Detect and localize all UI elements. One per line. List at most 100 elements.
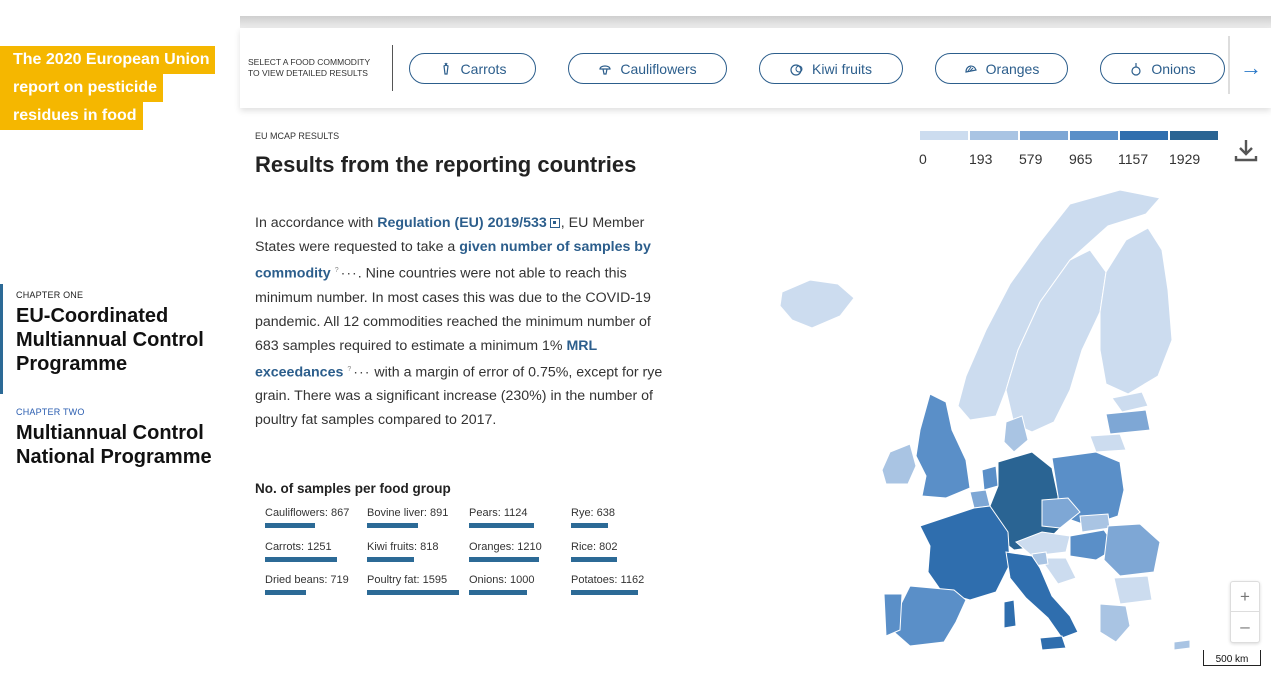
commodity-button-carrots[interactable]: Carrots xyxy=(409,53,536,84)
sample-item: Carrots: 1251 xyxy=(265,541,337,562)
results-paragraph: In accordance with Regulation (EU) 2019/… xyxy=(255,211,665,432)
download-icon[interactable] xyxy=(1233,137,1259,163)
sample-bar xyxy=(367,557,414,562)
legend-label: 0 xyxy=(919,151,927,167)
sample-label: Dried beans: 719 xyxy=(265,574,349,586)
sample-bar xyxy=(265,523,315,528)
chapter-two-kicker: CHAPTER TWO xyxy=(16,407,85,417)
sample-bar xyxy=(265,557,337,562)
legend-swatch xyxy=(970,131,1018,140)
paragraph-text: In accordance with xyxy=(255,215,378,231)
sample-label: Poultry fat: 1595 xyxy=(367,574,448,586)
report-title-line-1: The 2020 European Union xyxy=(0,46,216,74)
map-region-netherlands xyxy=(981,465,999,491)
chapter-one-kicker: CHAPTER ONE xyxy=(16,290,84,300)
sample-item: Dried beans: 719 xyxy=(265,574,349,595)
map-region-spain xyxy=(893,585,967,647)
legend-label: 965 xyxy=(1069,151,1093,167)
sample-item: Bovine liver: 891 xyxy=(367,507,449,528)
map-region-lithuania xyxy=(1089,433,1127,453)
commodity-button-cauliflowers[interactable]: Cauliflowers xyxy=(568,53,727,84)
map-zoom-control: + – xyxy=(1230,581,1260,643)
legend-label: 1929 xyxy=(1169,151,1201,167)
legend-swatch xyxy=(1120,131,1168,140)
chapter-two-title-line: National Programme xyxy=(16,446,212,468)
map-region-croatia xyxy=(1039,557,1077,585)
samples-title: No. of samples per food group xyxy=(255,481,451,496)
commodity-selector-bar: SELECT A FOOD COMMODITY TO VIEW DETAILED… xyxy=(240,28,1271,108)
legend-swatch xyxy=(1020,131,1068,140)
regulation-link[interactable]: Regulation (EU) 2019/533 xyxy=(377,215,547,231)
chapter-one-nav[interactable]: CHAPTER ONE EU-Coordinated Multiannual C… xyxy=(0,284,230,394)
external-link-icon[interactable] xyxy=(549,218,560,228)
sample-item: Onions: 1000 xyxy=(469,574,534,595)
sample-bar xyxy=(265,590,306,595)
commodity-button-kiwi-fruits[interactable]: Kiwi fruits xyxy=(759,53,903,84)
section-kicker: EU MCAP RESULTS xyxy=(255,131,340,141)
map-region-uk xyxy=(915,393,971,499)
sample-bar xyxy=(367,523,418,528)
sample-item: Poultry fat: 1595 xyxy=(367,574,459,595)
chapter-two-title-line: Multiannual Control xyxy=(16,422,204,444)
sample-bar xyxy=(469,557,539,562)
legend-label: 1157 xyxy=(1118,151,1149,167)
sample-label: Oranges: 1210 xyxy=(469,541,542,553)
sample-item: Cauliflowers: 867 xyxy=(265,507,350,528)
chapter-two-nav[interactable]: CHAPTER TWO Multiannual Control National… xyxy=(0,401,230,469)
map-region-portugal xyxy=(883,593,903,637)
sample-bar xyxy=(571,523,608,528)
map-region-italy xyxy=(1005,551,1079,639)
more-icon[interactable]: ··· xyxy=(340,265,358,282)
arrow-right-icon[interactable]: → xyxy=(1240,55,1262,80)
report-title[interactable]: The 2020 European Union report on pestic… xyxy=(0,46,232,130)
map-region-sardinia xyxy=(1003,599,1017,629)
paragraph-text: . Nine countries were not able to reach … xyxy=(255,265,651,354)
commodity-button-onions[interactable]: Onions xyxy=(1100,53,1225,84)
zoom-in-button[interactable]: + xyxy=(1231,582,1259,612)
divider xyxy=(392,45,393,91)
paragraph-text: , EU Member States were requested to tak… xyxy=(255,215,645,255)
chapter-one-title-line: Multiannual Control xyxy=(16,329,204,351)
kiwi-icon xyxy=(790,63,803,76)
sample-bar xyxy=(469,523,534,528)
info-icon[interactable]: ? xyxy=(347,365,352,373)
sample-label: Cauliflowers: 867 xyxy=(265,507,350,519)
europe-choropleth-map[interactable] xyxy=(770,180,1210,660)
more-icon[interactable]: ··· xyxy=(353,364,371,381)
paragraph-text: with a margin of error of 0.75%, except … xyxy=(255,364,663,429)
map-region-austria xyxy=(1015,531,1071,557)
chapter-one-title-line: Programme xyxy=(16,353,128,375)
legend-swatch xyxy=(1070,131,1118,140)
sample-label: Bovine liver: 891 xyxy=(367,507,449,519)
sample-bar xyxy=(469,590,527,595)
sample-bar xyxy=(571,590,638,595)
sample-item: Potatoes: 1162 xyxy=(571,574,644,595)
commodity-label: Oranges xyxy=(985,60,1040,77)
legend-label: 193 xyxy=(969,151,993,167)
samples-by-commodity-link[interactable]: given number of samples by commodity xyxy=(255,239,651,282)
legend-label: 579 xyxy=(1019,151,1043,167)
chapter-one-title-line: EU-Coordinated xyxy=(16,305,169,327)
map-region-ireland xyxy=(881,443,917,485)
legend-swatch xyxy=(920,131,968,140)
sample-item: Rye: 638 xyxy=(571,507,615,528)
map-scale-bar: 500 km xyxy=(1203,650,1261,666)
sample-label: Rice: 802 xyxy=(571,541,618,553)
commodity-button-oranges[interactable]: Oranges xyxy=(935,53,1068,84)
zoom-out-button[interactable]: – xyxy=(1240,617,1250,636)
mrl-exceedances-link[interactable]: MRL exceedances xyxy=(255,337,597,381)
chapter-two-title: Multiannual Control National Programme xyxy=(16,421,230,469)
report-title-line-2: report on pesticide xyxy=(0,74,164,102)
commodity-prompt: SELECT A FOOD COMMODITY TO VIEW DETAILED… xyxy=(248,57,398,79)
chapter-one-title: EU-Coordinated Multiannual Control Progr… xyxy=(16,304,230,376)
commodity-prompt-line: TO VIEW DETAILED RESULTS xyxy=(248,68,368,78)
sample-item: Rice: 802 xyxy=(571,541,618,562)
map-region-slovakia xyxy=(1079,513,1111,533)
map-region-romania xyxy=(1103,523,1161,577)
commodity-prompt-line: SELECT A FOOD COMMODITY xyxy=(248,57,371,67)
map-region-belgium xyxy=(969,489,991,509)
sample-bar xyxy=(367,590,459,595)
sample-label: Pears: 1124 xyxy=(469,507,528,519)
sample-label: Carrots: 1251 xyxy=(265,541,332,553)
info-icon[interactable]: ? xyxy=(334,267,339,274)
